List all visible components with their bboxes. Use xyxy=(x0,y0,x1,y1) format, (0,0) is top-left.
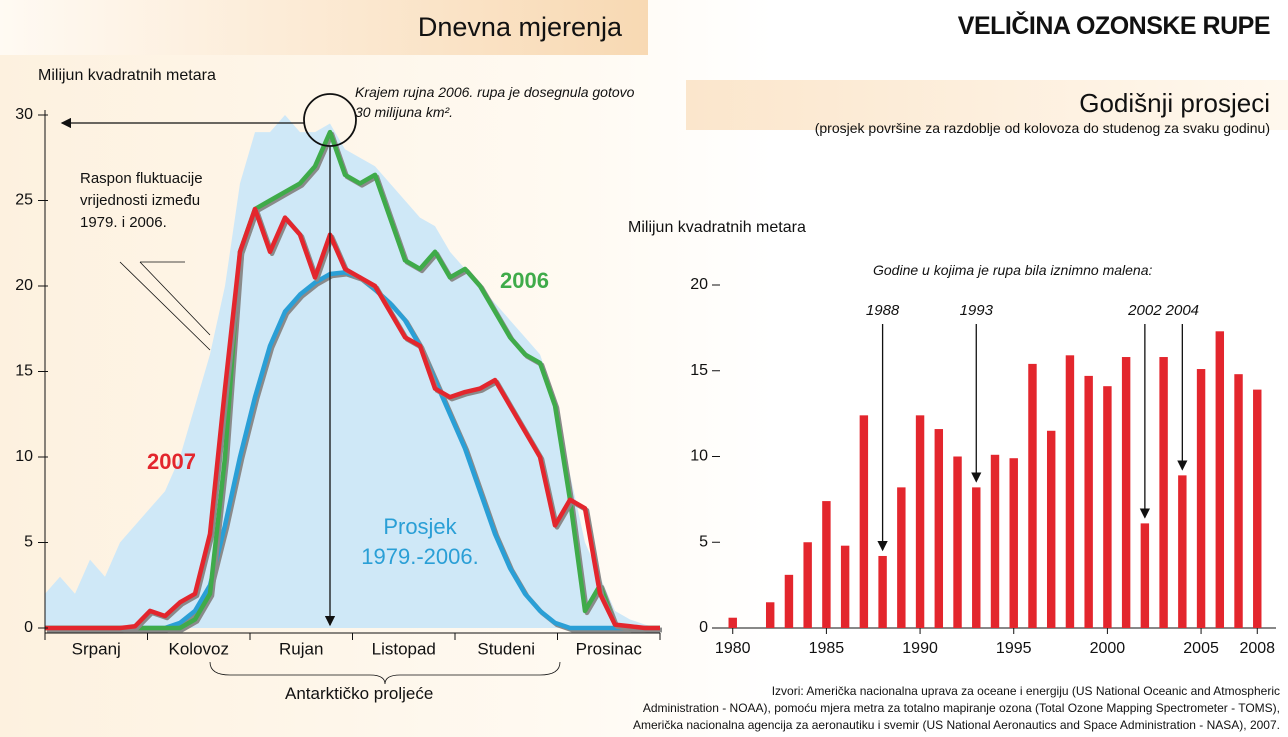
header-right: VELIČINA OZONSKE RUPE xyxy=(957,12,1271,40)
bar xyxy=(1103,386,1112,628)
bar xyxy=(822,501,831,628)
x-tick-label: Rujan xyxy=(279,639,323,658)
highlight-year: 2004 xyxy=(1165,302,1199,319)
bar xyxy=(1159,357,1168,628)
bar xyxy=(1121,357,1131,628)
y-tick-label: 5 xyxy=(24,534,33,551)
left-banner xyxy=(0,0,648,55)
x-tick-label: Listopad xyxy=(372,639,436,658)
series-label: Raspon fluktuacije vrijednosti između 19… xyxy=(80,170,203,231)
y-tick-label: 20 xyxy=(15,277,33,294)
x-tick-label: 1990 xyxy=(902,640,938,657)
bar xyxy=(1028,363,1037,628)
bar xyxy=(1046,430,1056,628)
pointer-lines xyxy=(119,261,211,351)
bar xyxy=(803,542,812,628)
bar xyxy=(1234,374,1243,628)
bar xyxy=(972,487,981,628)
y-tick-label: 10 xyxy=(690,448,708,465)
spring-bracket xyxy=(209,661,561,685)
x-tick-label: 2008 xyxy=(1239,640,1275,657)
source-line: Administration - NOAA), pomoću mjera met… xyxy=(642,701,1280,715)
bar xyxy=(1178,475,1187,628)
highlight-year: 2002 xyxy=(1127,302,1162,319)
y-tick-label: 30 xyxy=(15,106,33,123)
bar xyxy=(897,487,906,628)
right-banner xyxy=(686,80,1288,130)
x-tick-label: 1980 xyxy=(715,640,751,657)
y-tick-label: 15 xyxy=(15,363,33,380)
y-tick-label: 0 xyxy=(24,619,33,636)
series-label: 2006 xyxy=(500,268,549,293)
series-line xyxy=(45,129,660,631)
source-line: Izvori: Američka nacionalna uprava za oc… xyxy=(771,684,1280,698)
x-tick-label: 1995 xyxy=(996,640,1032,657)
header-left: Dnevna mjerenja xyxy=(417,12,622,42)
bar xyxy=(934,429,944,628)
x-tick-label: Kolovoz xyxy=(169,639,229,658)
bar xyxy=(990,454,1000,628)
bar xyxy=(1140,523,1150,628)
bar xyxy=(1065,355,1075,628)
bar xyxy=(784,574,794,628)
bar xyxy=(840,545,850,628)
bar xyxy=(915,415,925,628)
bracket-label: Antarktičko proljeće xyxy=(285,684,434,703)
x-tick-label: Srpanj xyxy=(72,639,121,658)
y-tick-label: 20 xyxy=(690,276,708,293)
series-label: 2007 xyxy=(147,449,196,474)
bar xyxy=(728,617,737,628)
highlight-year: 1988 xyxy=(866,302,900,319)
right-y-label: Milijun kvadratnih metara xyxy=(628,219,806,236)
bar xyxy=(953,456,962,628)
y-tick-label: 5 xyxy=(699,533,708,550)
x-tick-label: 2000 xyxy=(1090,640,1126,657)
y-tick-label: 15 xyxy=(690,362,708,379)
bar xyxy=(878,555,887,628)
bar xyxy=(765,602,775,628)
source: Izvori: Američka nacionalna uprava za oc… xyxy=(633,683,1280,734)
left-y-label: Milijun kvadratnih metara xyxy=(38,67,216,84)
y-tick-label: 25 xyxy=(15,192,33,209)
x-tick-label: Prosinac xyxy=(576,639,643,658)
right-annotation: Godine u kojima je rupa bila iznimno mal… xyxy=(873,262,1153,278)
y-tick-label: 10 xyxy=(15,448,33,465)
bar xyxy=(1196,369,1206,628)
bar xyxy=(859,415,869,628)
bar xyxy=(1215,331,1225,628)
y-tick-label: 0 xyxy=(699,619,708,636)
bar xyxy=(1009,458,1018,628)
x-tick-label: 2005 xyxy=(1183,640,1219,657)
bar xyxy=(1253,389,1262,628)
bar xyxy=(1084,375,1093,628)
x-tick-label: Studeni xyxy=(477,639,535,658)
peak-annotation: Krajem rujna 2006. rupa je dosegnula got… xyxy=(355,84,635,120)
source-line: Američka nacionalna agencija za aeronaut… xyxy=(632,718,1280,732)
range-area xyxy=(45,115,660,628)
right-title: Godišnji prosjeci xyxy=(1079,88,1270,118)
x-tick-label: 1985 xyxy=(809,640,845,657)
series-label: Prosjek 1979.-2006. xyxy=(361,514,479,569)
highlight-year: 1993 xyxy=(960,302,994,319)
right-subtitle: (prosjek površine za razdoblje od kolovo… xyxy=(814,120,1270,136)
series-line xyxy=(45,206,660,631)
